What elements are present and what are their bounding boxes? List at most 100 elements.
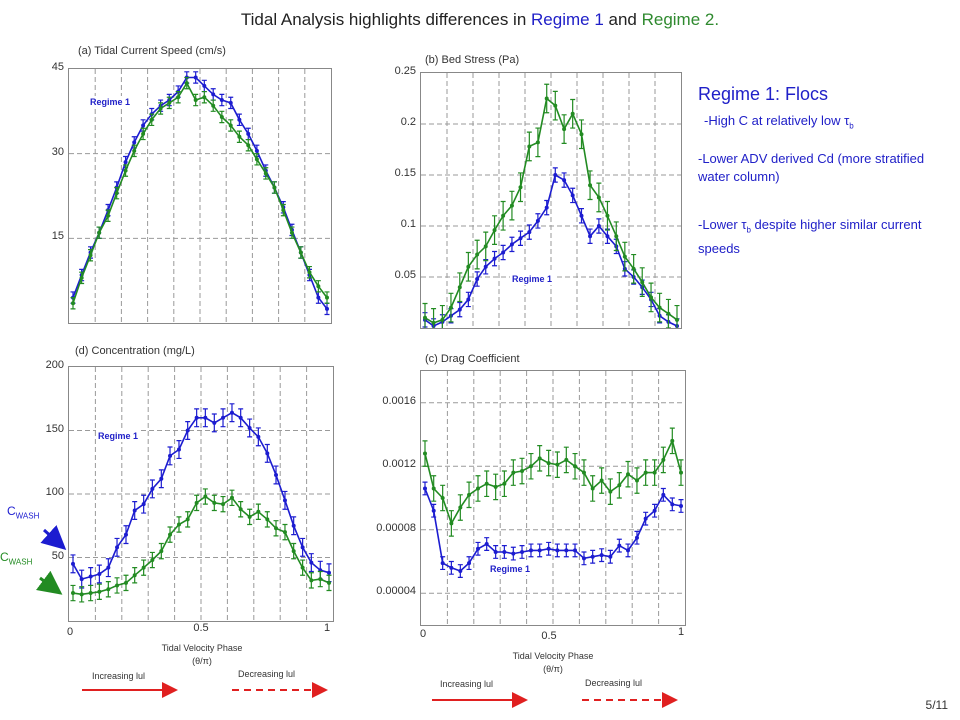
conc-regime1-point [291,523,296,528]
speed-plot [68,68,332,324]
drag-regime1-point [617,543,622,548]
conc-regime2-point [71,591,75,596]
conc-xlabel-line1: Tidal Velocity Phase [161,643,243,653]
speed-regime2-point [193,98,198,103]
drag-ytick-label: 0.00004 [376,585,416,598]
conc-regime1-point [159,476,164,481]
stress-regime2-point [614,234,619,239]
cwash-c: C [7,504,16,518]
speed-regime2-point [228,123,233,128]
conc-regime1-point [97,572,102,577]
title-regime1: Regime 1 [531,10,604,29]
drag-panel-title: (c) Drag Coefficient [425,353,520,365]
conc-regime1-point [309,560,314,565]
drag-increasing-label: Increasing lul [440,679,494,689]
stress-regime2-point [640,280,645,285]
conc-panel-title: (d) Concentration (mg/L) [75,345,195,357]
drag-regime1-point [573,548,578,553]
stress-regime2-point [509,203,514,208]
speed-regime2-point [176,95,181,100]
speed-regime2-point [97,230,102,235]
drag-ytick-label: 0.0016 [382,394,416,407]
stress-regime2-point [675,317,679,322]
stress-regime1-point [501,250,506,255]
conc-regime1-point [141,502,146,507]
speed-regime2-point [211,103,216,108]
side-bullet-3-post: despite higher similar current speeds [698,217,922,256]
stress-regime2-line [424,97,678,324]
speed-regime1-point [219,98,224,103]
drag-regime2-point [537,456,542,461]
conc-regime1-point [106,565,111,570]
conc-regime2-point [203,494,208,499]
stress-regime1-point [509,242,514,247]
drag-regime1-point [440,561,445,566]
stress-regime1-point [588,234,593,239]
drag-regime2-point [626,472,631,477]
conc-regime1-point [150,486,155,491]
stress-regime2-point [518,185,523,190]
drag-regime2-point [634,478,639,483]
conc-regime1-point [265,451,270,456]
drag-plot [420,370,686,626]
stress-regime2-point [622,254,627,259]
speed-regime1-point [123,160,128,165]
title-prefix: Tidal Analysis highlights differences in [240,10,532,29]
conc-regime1-point [71,561,75,566]
conc-regime2-point [229,495,234,500]
title-mid: and [603,10,642,29]
drag-regime1-point [484,542,489,547]
conc-xlabel: Tidal Velocity Phase (θ/π) [132,642,272,668]
drag-regime1-point [449,565,454,570]
stress-regime2-point [562,127,567,132]
speed-chart-svg [69,69,331,323]
stress-ytick-label: 0.05 [394,269,416,281]
conc-regime2-point [247,514,252,519]
speed-ytick-label: 30 [51,145,64,158]
speed-regime2-point [158,106,163,111]
drag-regime2-point [502,481,507,486]
conc-regime1-point [88,574,93,579]
speed-regime1-point [254,148,259,153]
speed-regime2-point [325,295,329,300]
drag-regime1-point [652,508,657,513]
side-bullet-1-text: -High C at relatively low τ [704,113,850,128]
stress-regime2-point [440,317,445,322]
drag-regime2-point [590,486,595,491]
drag-regime2-point [679,470,683,475]
speed-regime1-point [211,92,216,97]
stress-chart-svg [421,73,681,328]
cwash-label-regime2: CWASH [0,550,32,566]
speed-regime2-point [316,284,321,289]
conc-regime2-point [212,500,217,505]
side-bullet-3-sub: b [746,225,751,235]
stress-regime2-point [431,320,436,325]
conc-ytick-label: 50 [51,549,64,562]
drag-regime1-point [520,549,525,554]
stress-regime2-point [657,305,662,310]
stress-regime1-point [596,224,601,228]
slide-title: Tidal Analysis highlights differences in… [0,10,960,30]
speed-regime2-point [106,213,111,218]
drag-regime1-point [546,546,551,551]
speed-regime2-point [71,301,75,306]
stress-regime2-point [527,144,532,149]
conc-increasing-label: Increasing lul [92,671,146,681]
stress-regime2-point [666,311,671,316]
speed-regime2-point [298,250,303,255]
drag-regime1-point [528,548,533,553]
drag-regime2-point [511,470,516,475]
drag-chart-svg [421,371,685,625]
stress-regime1-point [579,213,584,218]
stress-regime2-point [466,264,471,269]
conc-regime1-point [327,570,331,575]
stress-ytick-label: 0.1 [400,218,416,230]
side-bullet-1-sub: b [849,121,854,131]
stress-plot [420,72,682,329]
speed-regime1-point [193,75,198,80]
conc-regime1-point [203,415,208,420]
stress-regime2-point [631,266,636,271]
cwash-c: C [0,550,9,564]
conc-regime1-point [238,415,243,420]
drag-regime2-point [546,461,551,466]
